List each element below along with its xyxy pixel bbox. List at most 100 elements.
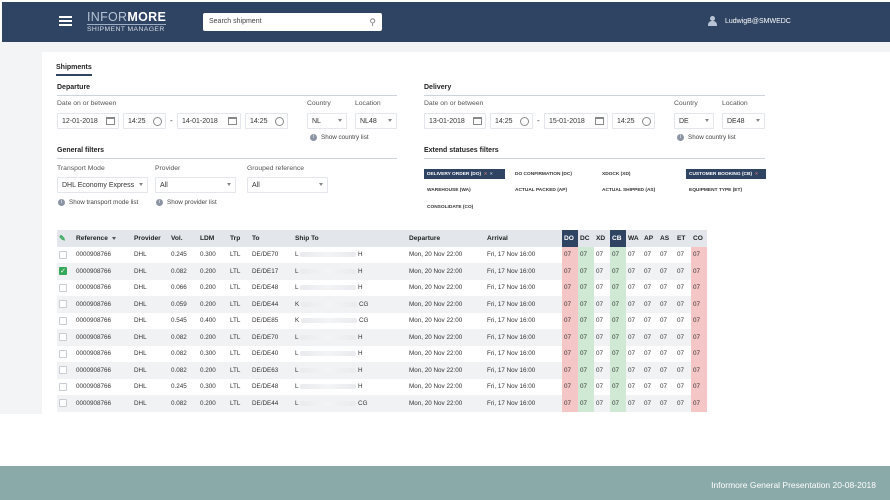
clock-icon[interactable] xyxy=(642,117,651,126)
table-row[interactable]: 0000908766 DHL 0.082 0.200 LTL DE/DE63 L H Mon,… xyxy=(57,362,707,379)
row-checkbox-cell[interactable] xyxy=(57,378,74,395)
departure-location-select[interactable]: NL48 xyxy=(355,113,397,129)
table-row[interactable]: 0000908766 DHL 0.082 0.200 LTL DE/DE44 L CG Mon… xyxy=(57,395,707,412)
row-checkbox[interactable] xyxy=(59,316,67,325)
user-menu[interactable]: LudwigB@SMWEDC xyxy=(708,16,791,26)
column-ship-to[interactable]: Ship To xyxy=(293,230,407,247)
row-checkbox-cell[interactable] xyxy=(57,362,74,379)
table-row[interactable]: 0000908766 DHL 0.082 0.300 LTL DE/DE40 L H Mon,… xyxy=(57,345,707,362)
close-icon[interactable]: × xyxy=(755,171,758,177)
calendar-icon[interactable] xyxy=(595,117,604,125)
cell-reference[interactable]: 0000908766 xyxy=(74,395,132,412)
clock-icon[interactable] xyxy=(520,117,529,126)
row-checkbox-cell[interactable] xyxy=(57,312,74,329)
show-transport-mode-link[interactable]: i Show transport mode list xyxy=(58,199,138,206)
column-as[interactable]: AS xyxy=(658,230,675,247)
status-chip-as[interactable]: ACTUAL SHIPPED (AS) xyxy=(599,185,679,195)
close-icon[interactable]: × xyxy=(484,171,487,177)
row-checkbox[interactable]: ✓ xyxy=(59,267,67,276)
table-row[interactable]: 0000908766 DHL 0.059 0.200 LTL DE/DE44 K CG Mon… xyxy=(57,296,707,313)
logo[interactable]: INFORMORE SHIPMENT MANAGER xyxy=(87,11,167,33)
close-icon[interactable]: × xyxy=(489,171,493,177)
calendar-icon[interactable] xyxy=(106,117,115,125)
column-wa[interactable]: WA xyxy=(626,230,642,247)
table-row[interactable]: 0000908766 DHL 0.245 0.300 LTL DE/DE48 L H Mon,… xyxy=(57,378,707,395)
departure-date-from[interactable]: 12-01-2018 xyxy=(57,113,119,129)
table-row[interactable]: 0000908766 DHL 0.245 0.300 LTL DE/DE70 L H Mon,… xyxy=(57,246,707,263)
cell-reference[interactable]: 0000908766 xyxy=(74,378,132,395)
delivery-time-from[interactable]: 14:25 xyxy=(490,113,533,129)
row-checkbox-cell[interactable] xyxy=(57,296,74,313)
row-checkbox[interactable] xyxy=(59,300,67,309)
calendar-icon[interactable] xyxy=(473,117,482,125)
row-checkbox[interactable] xyxy=(59,382,67,391)
status-chip-co[interactable]: CONSOLIDATE (CO) xyxy=(424,202,505,212)
clock-icon[interactable] xyxy=(275,117,284,126)
pencil-icon[interactable]: ✎ xyxy=(59,233,66,243)
table-row[interactable]: ✓ 0000908766 DHL 0.082 0.200 LTL DE/DE17 L H Mon… xyxy=(57,263,707,280)
status-chip-do[interactable]: DELIVERY ORDER (DO) × × xyxy=(424,169,505,179)
column-dc[interactable]: DC xyxy=(578,230,594,247)
calendar-icon[interactable] xyxy=(228,117,237,125)
show-provider-link[interactable]: i Show provider list xyxy=(156,199,217,206)
status-chip-cb[interactable]: CUSTOMER BOOKING (CB) × xyxy=(686,169,766,179)
cell-reference[interactable]: 0000908766 xyxy=(74,263,132,280)
row-checkbox-cell[interactable] xyxy=(57,329,74,346)
column-reference[interactable]: Reference xyxy=(74,230,132,247)
delivery-date-from[interactable]: 13-01-2018 xyxy=(424,113,486,129)
table-row[interactable]: 0000908766 DHL 0.066 0.200 LTL DE/DE48 L H Mon,… xyxy=(57,279,707,296)
search-icon[interactable]: ⚲ xyxy=(369,17,376,27)
row-checkbox[interactable] xyxy=(59,250,67,259)
table-row[interactable]: 0000908766 DHL 0.545 0.400 LTL DE/DE85 K CG Mon… xyxy=(57,312,707,329)
provider-select[interactable]: All xyxy=(155,177,236,193)
column-et[interactable]: ET xyxy=(675,230,691,247)
departure-time-to[interactable]: 14:25 xyxy=(245,113,288,129)
row-checkbox-cell[interactable] xyxy=(57,246,74,263)
grouped-reference-select[interactable]: All xyxy=(247,177,328,193)
status-chip-et[interactable]: EQUIPMENT TYPE (ET) xyxy=(686,185,766,195)
row-checkbox-cell[interactable] xyxy=(57,279,74,296)
cell-reference[interactable]: 0000908766 xyxy=(74,345,132,362)
delivery-country-select[interactable]: DE xyxy=(674,113,714,129)
column-to[interactable]: To xyxy=(250,230,293,247)
departure-time-from[interactable]: 14:25 xyxy=(123,113,166,129)
column-trp[interactable]: Trp xyxy=(228,230,250,247)
column-do[interactable]: DO xyxy=(562,230,578,247)
status-chip-dc[interactable]: DO CONFIRMATION (DC) xyxy=(512,169,592,179)
column-xd[interactable]: XD xyxy=(594,230,610,247)
cell-reference[interactable]: 0000908766 xyxy=(74,362,132,379)
delivery-date-to[interactable]: 15-01-2018 xyxy=(544,113,608,129)
cell-reference[interactable]: 0000908766 xyxy=(74,246,132,263)
tab-shipments[interactable]: Shipments xyxy=(56,64,92,71)
cell-reference[interactable]: 0000908766 xyxy=(74,296,132,313)
row-checkbox-cell[interactable] xyxy=(57,345,74,362)
column-co[interactable]: CO xyxy=(691,230,707,247)
column-ap[interactable]: AP xyxy=(642,230,658,247)
column-provider[interactable]: Provider xyxy=(132,230,169,247)
clock-icon[interactable] xyxy=(153,117,162,126)
sort-down-icon[interactable] xyxy=(111,236,116,240)
row-checkbox[interactable] xyxy=(59,283,67,292)
column-ldm[interactable]: LDM xyxy=(198,230,228,247)
row-checkbox-cell[interactable] xyxy=(57,395,74,412)
row-checkbox[interactable] xyxy=(59,333,67,342)
status-chip-wa[interactable]: WAREHOUSE (WA) xyxy=(424,185,505,195)
status-chip-xd[interactable]: XDOCK (XD) xyxy=(599,169,679,179)
transport-mode-select[interactable]: DHL Economy Express xyxy=(57,177,148,193)
delivery-time-to[interactable]: 14:25 xyxy=(612,113,655,129)
cell-reference[interactable]: 0000908766 xyxy=(74,312,132,329)
column-departure[interactable]: Departure xyxy=(407,230,485,247)
edit-column[interactable]: ✎ xyxy=(57,230,74,247)
show-country-list-link[interactable]: i Show country list xyxy=(677,134,736,141)
departure-date-to[interactable]: 14-01-2018 xyxy=(177,113,241,129)
status-chip-ap[interactable]: ACTUAL PACKED (AP) xyxy=(512,185,592,195)
row-checkbox[interactable] xyxy=(59,399,67,408)
cell-reference[interactable]: 0000908766 xyxy=(74,329,132,346)
column-arrival[interactable]: Arrival xyxy=(485,230,562,247)
cell-reference[interactable]: 0000908766 xyxy=(74,279,132,296)
row-checkbox[interactable] xyxy=(59,366,67,375)
search-input[interactable]: Search shipment ⚲ xyxy=(203,13,382,31)
column-vol[interactable]: Vol. xyxy=(169,230,198,247)
show-country-list-link[interactable]: i Show country list xyxy=(310,134,369,141)
menu-icon[interactable] xyxy=(59,16,72,26)
